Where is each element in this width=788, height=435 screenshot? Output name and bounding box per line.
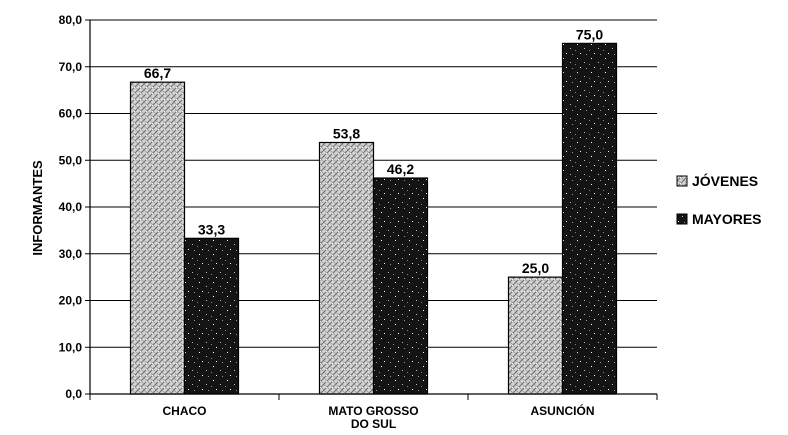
data-label: 66,7 <box>144 65 171 81</box>
data-label: 46,2 <box>387 161 414 177</box>
y-tick-label: 30,0 <box>59 247 83 261</box>
data-label: 75,0 <box>576 26 603 42</box>
y-tick-label: 10,0 <box>59 340 83 354</box>
x-category-label: DO SUL <box>351 417 396 431</box>
y-tick-label: 60,0 <box>59 107 83 121</box>
legend-label: JÓVENES <box>692 172 758 189</box>
y-tick-label: 50,0 <box>59 153 83 167</box>
x-category-label: ASUNCIÓN <box>530 403 594 418</box>
data-label: 53,8 <box>333 125 360 141</box>
y-tick-label: 40,0 <box>59 200 83 214</box>
bar-jovenes <box>318 141 375 395</box>
bar-mayores <box>372 177 429 395</box>
legend: JÓVENES MAYORES <box>676 172 762 227</box>
bar-jovenes <box>129 81 186 395</box>
y-axis-label: INFORMANTES <box>30 160 45 256</box>
legend-swatch <box>676 175 688 187</box>
y-tick-label: 80,0 <box>59 13 83 27</box>
bar-mayores <box>561 42 618 395</box>
x-category-label: MATO GROSSO <box>328 404 418 418</box>
data-label: 25,0 <box>522 260 549 276</box>
legend-label: MAYORES <box>692 211 762 227</box>
bars <box>129 42 618 395</box>
data-labels: 66,7 53,8 25,0 33,3 46,2 75,0 <box>144 26 603 276</box>
y-tick-label: 70,0 <box>59 60 83 74</box>
y-axis-ticks: 0,0 10,0 20,0 30,0 40,0 50,0 60,0 70,0 80,0 <box>59 13 90 401</box>
y-tick-label: 0,0 <box>65 387 82 401</box>
bar-jovenes <box>507 276 564 395</box>
y-tick-label: 20,0 <box>59 294 83 308</box>
legend-swatch <box>676 213 688 225</box>
bar-mayores <box>183 237 240 395</box>
x-category-label: CHACO <box>163 404 207 418</box>
data-label: 33,3 <box>198 221 225 237</box>
